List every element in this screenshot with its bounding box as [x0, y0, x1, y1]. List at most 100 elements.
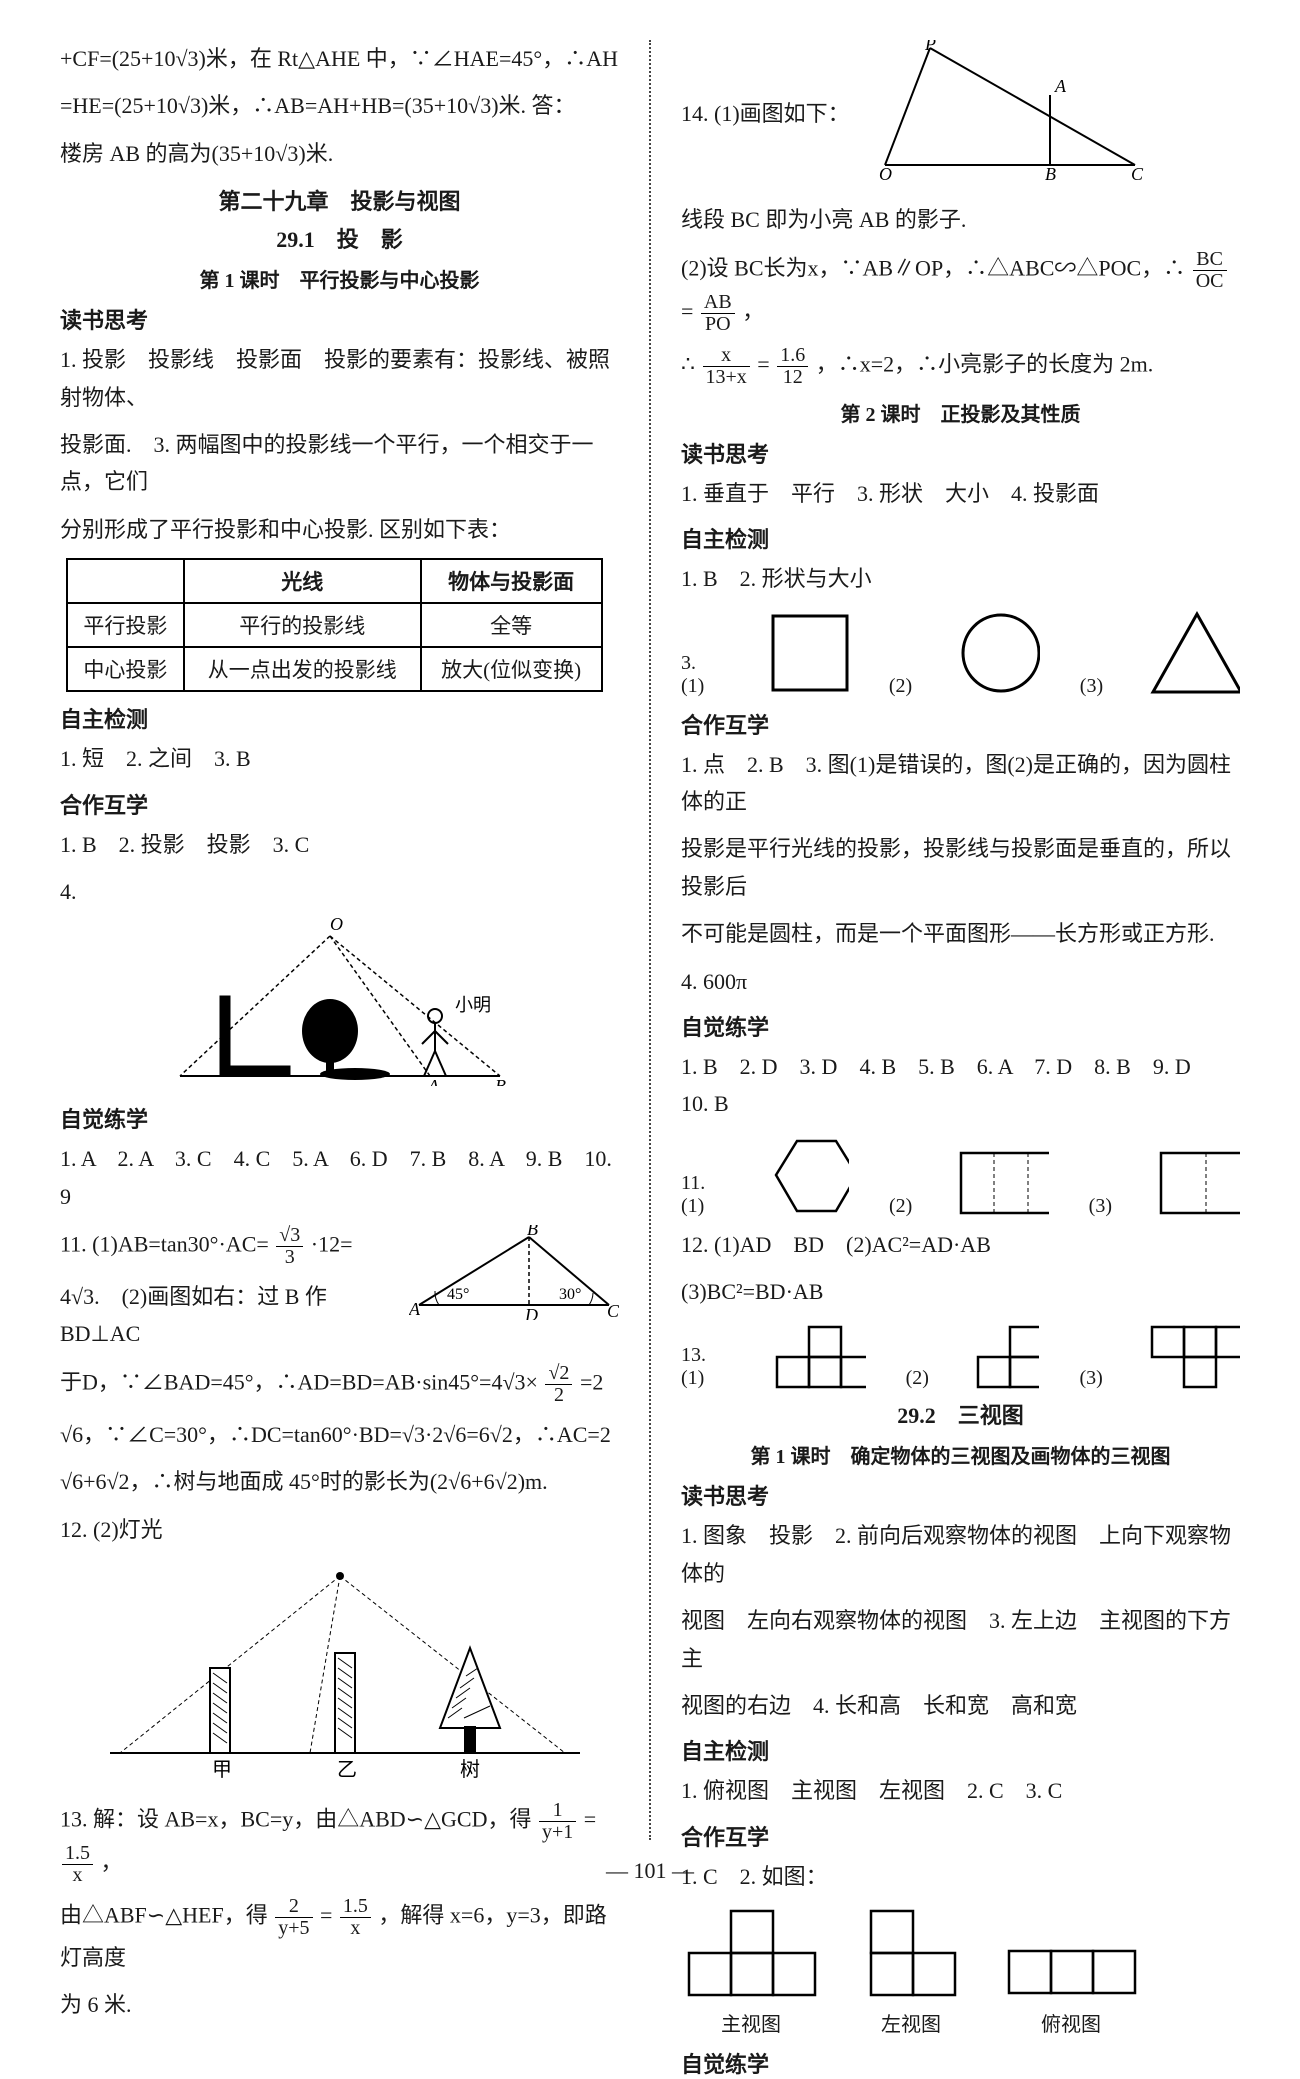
heading-hezuohuxue: 合作互学 — [681, 1820, 1240, 1852]
text: (2)设 BC长为x，∵AB∥OP，∴△ABC∽△POC，∴ — [681, 255, 1185, 280]
text-line: 分别形成了平行投影和中心投影. 区别如下表： — [60, 511, 619, 548]
th: 物体与投影面 — [421, 559, 602, 603]
q13-shapes: 13. (1) (2) (3) — [681, 1320, 1240, 1390]
heading-zijuelianxue: 自觉练学 — [681, 1010, 1240, 1042]
heading-zijuelianxue: 自觉练学 — [60, 1102, 619, 1134]
q3-label-3: (3) — [1080, 675, 1103, 698]
eq: = — [757, 351, 769, 376]
heading-zijuelianxue: 自觉练学 — [681, 2047, 1240, 2079]
section-title: 29.2 三视图 — [681, 1398, 1240, 1430]
text-line: 1. 俯视图 主视图 左视图 2. C 3. C — [681, 1772, 1240, 1809]
text-line: 线段 BC 即为小亮 AB 的影子. — [681, 201, 1240, 238]
page: +CF=(25+10√3)米，在 Rt△AHE 中，∵∠HAE=45°，∴AH … — [60, 40, 1240, 1840]
text: 14. (1)画图如下： — [681, 101, 850, 126]
th: 光线 — [184, 559, 421, 603]
three-views-row: 主视图 左视图 俯视图 — [681, 1905, 1240, 2037]
figure-q14: P O A B C — [855, 40, 1155, 191]
q11-label-3: (3) — [1089, 1195, 1112, 1218]
text-line: 1. 图象 投影 2. 前向后观察物体的视图 上向下观察物体的 — [681, 1517, 1240, 1592]
fraction: √2 2 — [545, 1363, 572, 1406]
shape-L1 — [772, 1320, 865, 1390]
text-line: +CF=(25+10√3)米，在 Rt△AHE 中，∵∠HAE=45°，∴AH — [60, 40, 619, 77]
text-line: 1. B 2. 形状与大小 — [681, 560, 1240, 597]
q13-label-2: (2) — [906, 1367, 929, 1390]
td: 平行的投影线 — [184, 603, 421, 647]
text: ∴ — [681, 351, 695, 376]
q13-line2: 由△ABF∽△HEF，得 2y+5 = 1.5x ，解得 x=6，y=3，即路灯… — [60, 1896, 619, 1976]
lesson-title: 第 1 课时 平行投影与中心投影 — [60, 264, 619, 293]
heading-zizhujiance: 自主检测 — [681, 522, 1240, 554]
q11-line3: 于D，∵∠BAD=45°，∴AD=BD=AB·sin45°=4√3× √2 2 … — [60, 1363, 619, 1406]
view-caption-main: 主视图 — [681, 2008, 821, 2037]
label-C: C — [1131, 164, 1144, 180]
text: 由△ABF∽△HEF，得 — [60, 1903, 268, 1928]
fraction: √3 3 — [276, 1225, 303, 1268]
q11-label-1: 11. (1) — [681, 1172, 725, 1218]
text: ·12= — [311, 1232, 353, 1257]
view-caption-left: 左视图 — [861, 2008, 961, 2037]
text-line: 1. B 2. 投影 投影 3. C — [60, 826, 619, 863]
text-line: √6+6√2，∴树与地面成 45°时的影长为(2√6+6√2)m. — [60, 1463, 619, 1500]
q3-shapes: 3. (1) (2) (3) — [681, 608, 1240, 698]
chapter-title: 第二十九章 投影与视图 — [60, 184, 619, 216]
text-line: =HE=(25+10√3)米，∴AB=AH+HB=(35+10√3)米. 答： — [60, 87, 619, 124]
label-O: O — [330, 916, 343, 934]
text-line: 1. A 2. A 3. C 4. C 5. A 6. D 7. B 8. A … — [60, 1140, 619, 1215]
text-line: 1. B 2. D 3. D 4. B 5. B 6. A 7. D 8. B … — [681, 1048, 1240, 1123]
eq: = — [584, 1807, 596, 1832]
heading-zizhujiance: 自主检测 — [681, 1734, 1240, 1766]
text: ，∴x=2，∴小亮影子的长度为 2m. — [816, 351, 1154, 376]
text-line: 楼房 AB 的高为(35+10√3)米. — [60, 135, 619, 172]
label-A: A — [409, 1299, 421, 1319]
text: ， — [742, 298, 764, 323]
lesson-title: 第 2 课时 正投影及其性质 — [681, 398, 1240, 427]
th — [67, 559, 184, 603]
text-line: 1. 短 2. 之间 3. B — [60, 740, 619, 777]
text: 11. (1)AB=tan30°·AC= — [60, 1232, 269, 1257]
angle-45: 45° — [447, 1286, 469, 1303]
shape-L3 — [1147, 1320, 1240, 1390]
text-line: 为 6 米. — [60, 1986, 619, 2023]
q3-label-2: (2) — [889, 675, 912, 698]
shape-rect3 — [956, 1148, 1048, 1218]
text: =2 — [580, 1369, 603, 1394]
right-column: 14. (1)画图如下： P O A B C 线段 BC 即为小亮 AB 的影子… — [671, 40, 1240, 1840]
label-C: C — [607, 1301, 619, 1320]
heading-zizhujiance: 自主检测 — [60, 702, 619, 734]
label-B: B — [495, 1076, 506, 1086]
left-column: +CF=(25+10√3)米，在 Rt△AHE 中，∵∠HAE=45°，∴AH … — [60, 40, 629, 1840]
text-line: 12. (2)灯光 — [60, 1511, 619, 1548]
td: 放大(位似变换) — [421, 647, 602, 691]
label-jia: 甲 — [212, 1759, 232, 1781]
text-line: (3)BC²=BD·AB — [681, 1273, 1240, 1310]
label-P: P — [924, 40, 936, 54]
text-line: 视图的右边 4. 长和高 长和宽 高和宽 — [681, 1687, 1240, 1724]
label-xiaoming: 小明 — [455, 995, 491, 1015]
text-line: 12. (1)AD BD (2)AC²=AD·AB — [681, 1226, 1240, 1263]
heading-hezuohuxue: 合作互学 — [681, 708, 1240, 740]
text: ， — [101, 1850, 123, 1875]
heading-dushisikao: 读书思考 — [681, 1479, 1240, 1511]
heading-dushisikao: 读书思考 — [60, 303, 619, 335]
q4-label: 4. — [60, 873, 619, 910]
q11-line1: 11. (1)AB=tan30°·AC= √3 3 ·12= 45° 30° A… — [60, 1225, 619, 1268]
shape-L2 — [973, 1320, 1040, 1390]
text-line: 1. C 2. 如图： — [681, 1858, 1240, 1895]
text: 于D，∵∠BAD=45°，∴AD=BD=AB·sin45°=4√3× — [60, 1369, 538, 1394]
td: 从一点出发的投影线 — [184, 647, 421, 691]
shape-circle — [956, 608, 1040, 698]
q13-line1: 13. 解：设 AB=x，BC=y，由△ABD∽△GCD，得 1y+1 = 1.… — [60, 1800, 619, 1886]
label-O: O — [879, 164, 892, 180]
label-A: A — [1054, 76, 1067, 96]
shape-rect2 — [1156, 1148, 1240, 1218]
heading-dushisikao: 读书思考 — [681, 437, 1240, 469]
q3-label-1: 3. (1) — [681, 652, 721, 698]
td: 全等 — [421, 603, 602, 647]
q11-shapes: 11. (1) (2) (3) — [681, 1133, 1240, 1218]
column-divider — [649, 40, 651, 1840]
text-line: 4. 600π — [681, 963, 1240, 1000]
eq: = — [681, 298, 693, 323]
figure-q11: 45° 30° A B C D — [409, 1225, 619, 1331]
main-view: 主视图 — [681, 1905, 821, 2037]
heading-hezuohuxue: 合作互学 — [60, 788, 619, 820]
